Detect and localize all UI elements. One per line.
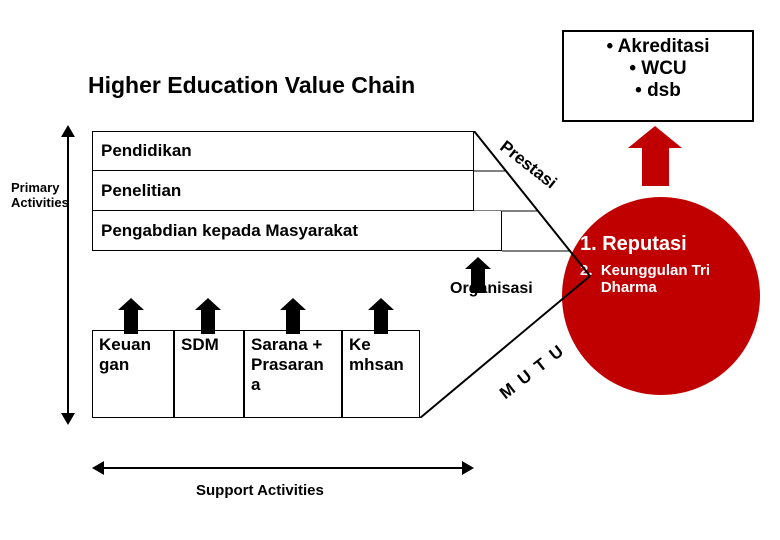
primary-row-0: Pendidikan (92, 131, 474, 171)
up-arrow-3 (368, 298, 394, 334)
primary-row-2: Pengabdian kepada Masyarakat (92, 211, 502, 251)
support-activities-label: Support Activities (196, 482, 324, 499)
support-cell-1: SDM (174, 330, 244, 418)
support-activities-axis-arrow (92, 460, 474, 476)
up-arrow-1 (195, 298, 221, 334)
primary-activities-axis-arrow (60, 125, 76, 425)
top-right-box: • Akreditasi • WCU • dsb (562, 30, 754, 122)
bullet-wcu: • WCU (572, 58, 744, 80)
reputasi-line1: 1. Reputasi (580, 233, 742, 256)
primary-activities-label: Primary Activities (11, 180, 69, 210)
diagram-title: Higher Education Value Chain (88, 72, 415, 99)
up-arrow-2 (280, 298, 306, 334)
primary-row-1: Penelitian (92, 171, 474, 211)
support-cell-2: Sarana + Prasaran a (244, 330, 342, 418)
reputasi-line2: 2. Keunggulan Tri Dharma (580, 262, 742, 296)
bullet-dsb: • dsb (572, 80, 744, 102)
up-arrow-0 (118, 298, 144, 334)
support-cell-3: Ke mhsan (342, 330, 420, 418)
organisasi-label: Organisasi (450, 280, 533, 298)
up-arrow-4 (465, 257, 491, 293)
bullet-akreditasi: • Akreditasi (572, 36, 744, 58)
block-arrow-up (628, 126, 682, 186)
support-cell-0: Keuan gan (92, 330, 174, 418)
